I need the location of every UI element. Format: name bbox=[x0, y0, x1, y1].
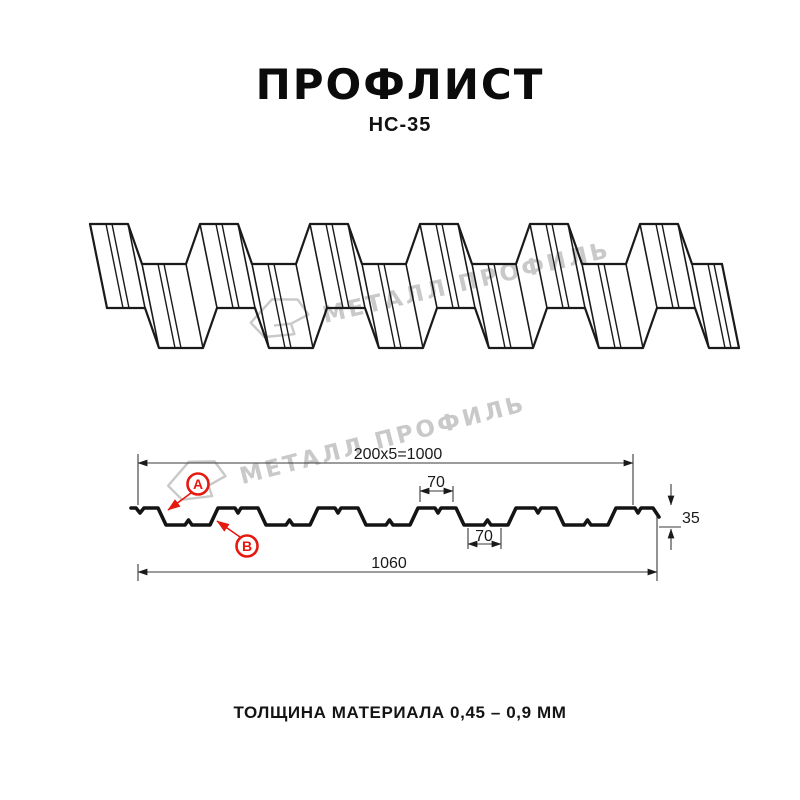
watermark-upper: МЕТАЛЛ ПРОФИЛЬ bbox=[242, 220, 613, 346]
dimension-label-top-flange: 70 bbox=[427, 474, 445, 491]
page-title: ПРОФЛИСТ bbox=[255, 60, 545, 109]
profile-model-label: НС-35 bbox=[368, 114, 432, 136]
callout-a-circle bbox=[186, 472, 210, 496]
metall-profil-logo-icon bbox=[249, 298, 310, 339]
callout-b-label: В bbox=[242, 538, 252, 554]
profile-cross-section: 200x5=1000 70 70 35 1060 А В bbox=[129, 446, 700, 581]
callout-a-arrow bbox=[167, 492, 192, 511]
dimension-label-height: 35 bbox=[682, 510, 700, 527]
dimension-label-bottom-flange: 70 bbox=[475, 528, 493, 545]
callout-a: А bbox=[167, 472, 210, 511]
callout-b: В bbox=[216, 520, 259, 558]
profile-outline bbox=[129, 506, 661, 527]
callout-b-arrow bbox=[216, 520, 241, 538]
dimension-label-coverage: 200x5=1000 bbox=[354, 446, 443, 463]
profile-3d-drawing bbox=[88, 222, 741, 350]
dimension-extension-lines bbox=[137, 454, 681, 581]
thickness-note: ТОЛЩИНА МАТЕРИАЛА 0,45 – 0,9 ММ bbox=[233, 703, 567, 722]
callout-b-circle bbox=[235, 534, 259, 558]
dimension-label-total: 1060 bbox=[371, 555, 407, 572]
callout-a-label: А bbox=[193, 476, 203, 492]
